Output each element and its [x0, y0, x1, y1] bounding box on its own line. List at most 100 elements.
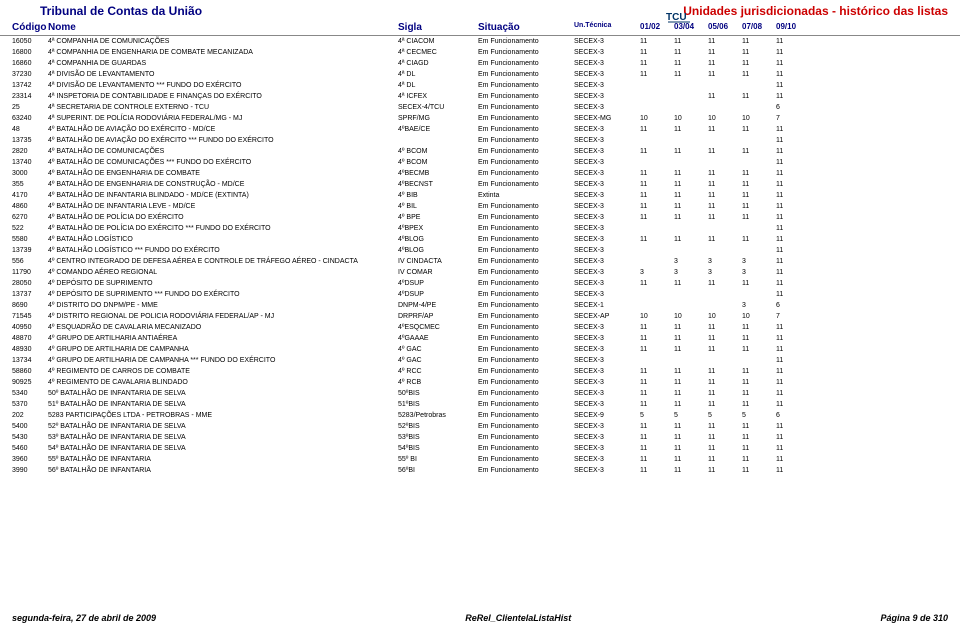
cell-sigla: 56ºBI	[398, 465, 478, 476]
cell-year-1: 11	[674, 377, 708, 388]
cell-year-3: 3	[742, 256, 776, 267]
cell-year-3: 11	[742, 432, 776, 443]
cell-year-2: 11	[708, 388, 742, 399]
cell-year-0	[640, 80, 674, 91]
table-row: 86904º DISTRITO DO DNPM/PE - MMEDNPM-4/P…	[12, 300, 948, 311]
cell-tecnica: SECEX-MG	[574, 113, 640, 124]
footer-report-id: ReRel_ClientelaListaHist	[465, 613, 571, 623]
cell-year-3	[742, 245, 776, 256]
cell-year-3: 11	[742, 399, 776, 410]
cell-year-2: 11	[708, 322, 742, 333]
org-title: Tribunal de Contas da União	[12, 4, 202, 18]
cell-year-1: 11	[674, 344, 708, 355]
cell-year-1: 10	[674, 113, 708, 124]
cell-situacao: Em Funcionamento	[478, 223, 574, 234]
cell-situacao: Em Funcionamento	[478, 465, 574, 476]
cell-year-2	[708, 157, 742, 168]
cell-year-4: 11	[776, 256, 810, 267]
cell-sigla: 4ª CECMEC	[398, 47, 478, 58]
cell-sigla: 4ºBPEX	[398, 223, 478, 234]
cell-tecnica: SECEX-3	[574, 157, 640, 168]
cell-nome: 4º GRUPO DE ARTILHARIA DE CAMPANHA	[48, 344, 398, 355]
cell-year-3: 11	[742, 377, 776, 388]
cell-year-2: 11	[708, 69, 742, 80]
footer-date: segunda-feira, 27 de abril de 2009	[12, 613, 156, 623]
cell-tecnica: SECEX-3	[574, 179, 640, 190]
cell-year-2: 11	[708, 278, 742, 289]
cell-situacao: Em Funcionamento	[478, 201, 574, 212]
cell-year-0: 11	[640, 454, 674, 465]
cell-codigo: 48870	[12, 333, 48, 344]
cell-year-2	[708, 245, 742, 256]
cell-codigo: 37230	[12, 69, 48, 80]
cell-tecnica: SECEX-1	[574, 300, 640, 311]
cell-year-4: 11	[776, 454, 810, 465]
table-row: 137374º DEPÓSITO DE SUPRIMENTO *** FUNDO…	[12, 289, 948, 300]
cell-sigla: SECEX-4/TCU	[398, 102, 478, 113]
cell-nome: 4º BATALHÃO DE INFANTARIA LEVE - MD/CE	[48, 201, 398, 212]
cell-tecnica: SECEX-3	[574, 124, 640, 135]
table-row: 28204º BATALHÃO DE COMUNICAÇÕES4º BCOMEm…	[12, 146, 948, 157]
cell-codigo: 16050	[12, 36, 48, 47]
cell-year-0	[640, 289, 674, 300]
cell-tecnica: SECEX-3	[574, 102, 640, 113]
cell-codigo: 3000	[12, 168, 48, 179]
cell-codigo: 5430	[12, 432, 48, 443]
cell-tecnica: SECEX-3	[574, 377, 640, 388]
cell-codigo: 48	[12, 124, 48, 135]
cell-year-4: 11	[776, 168, 810, 179]
cell-tecnica: SECEX-3	[574, 465, 640, 476]
cell-year-2: 10	[708, 311, 742, 322]
cell-codigo: 90925	[12, 377, 48, 388]
col-header-sigla: Sigla	[398, 22, 478, 33]
cell-situacao: Em Funcionamento	[478, 58, 574, 69]
table-row: 117904º COMANDO AÉREO REGIONALIV COMAREm…	[12, 267, 948, 278]
cell-year-0: 11	[640, 366, 674, 377]
cell-sigla: 4ºBECMB	[398, 168, 478, 179]
cell-year-0	[640, 256, 674, 267]
cell-sigla: 4ºGAAAE	[398, 333, 478, 344]
cell-nome: 4º CENTRO INTEGRADO DE DEFESA AÉREA E CO…	[48, 256, 398, 267]
cell-year-1	[674, 80, 708, 91]
cell-nome: 4º DEPÓSITO DE SUPRIMENTO	[48, 278, 398, 289]
cell-situacao: Em Funcionamento	[478, 212, 574, 223]
cell-year-3: 11	[742, 465, 776, 476]
cell-codigo: 522	[12, 223, 48, 234]
cell-year-4: 11	[776, 69, 810, 80]
cell-year-4: 11	[776, 465, 810, 476]
cell-tecnica: SECEX-3	[574, 278, 640, 289]
cell-sigla: 4ºBAE/CE	[398, 124, 478, 135]
cell-year-2: 11	[708, 47, 742, 58]
cell-year-0: 11	[640, 47, 674, 58]
cell-nome: 54º BATALHÃO DE INFANTARIA DE SELVA	[48, 443, 398, 454]
cell-situacao: Em Funcionamento	[478, 113, 574, 124]
cell-sigla: 4ª CIACOM	[398, 36, 478, 47]
cell-year-3	[742, 102, 776, 113]
table-row: 488704º GRUPO DE ARTILHARIA ANTIAÉREA4ºG…	[12, 333, 948, 344]
cell-nome: 53º BATALHÃO DE INFANTARIA DE SELVA	[48, 432, 398, 443]
cell-year-0: 10	[640, 113, 674, 124]
cell-year-3: 11	[742, 333, 776, 344]
cell-codigo: 8690	[12, 300, 48, 311]
cell-year-1: 11	[674, 333, 708, 344]
cell-tecnica: SECEX-3	[574, 333, 640, 344]
cell-year-3: 11	[742, 69, 776, 80]
cell-year-3: 11	[742, 278, 776, 289]
cell-nome: 4º REGIMENTO DE CAVALARIA BLINDADO	[48, 377, 398, 388]
cell-sigla: 4ª DL	[398, 80, 478, 91]
cell-year-2: 11	[708, 377, 742, 388]
table-row: 168004ª COMPANHIA DE ENGENHARIA DE COMBA…	[12, 47, 948, 58]
tcu-logo-icon: TCU	[664, 6, 694, 28]
cell-tecnica: SECEX-3	[574, 421, 640, 432]
cell-year-1: 11	[674, 465, 708, 476]
table-row: 2025283 PARTICIPAÇÕES LTDA - PETROBRAS -…	[12, 410, 948, 421]
table-row: 546054º BATALHÃO DE INFANTARIA DE SELVA5…	[12, 443, 948, 454]
cell-year-0: 11	[640, 190, 674, 201]
cell-sigla	[398, 135, 478, 146]
cell-year-4: 11	[776, 289, 810, 300]
table-row: 484º BATALHÃO DE AVIAÇÃO DO EXÉRCITO - M…	[12, 124, 948, 135]
cell-sigla: 4ª ICFEX	[398, 91, 478, 102]
cell-year-0: 11	[640, 124, 674, 135]
cell-sigla: DRPRF/AP	[398, 311, 478, 322]
cell-year-0: 11	[640, 432, 674, 443]
